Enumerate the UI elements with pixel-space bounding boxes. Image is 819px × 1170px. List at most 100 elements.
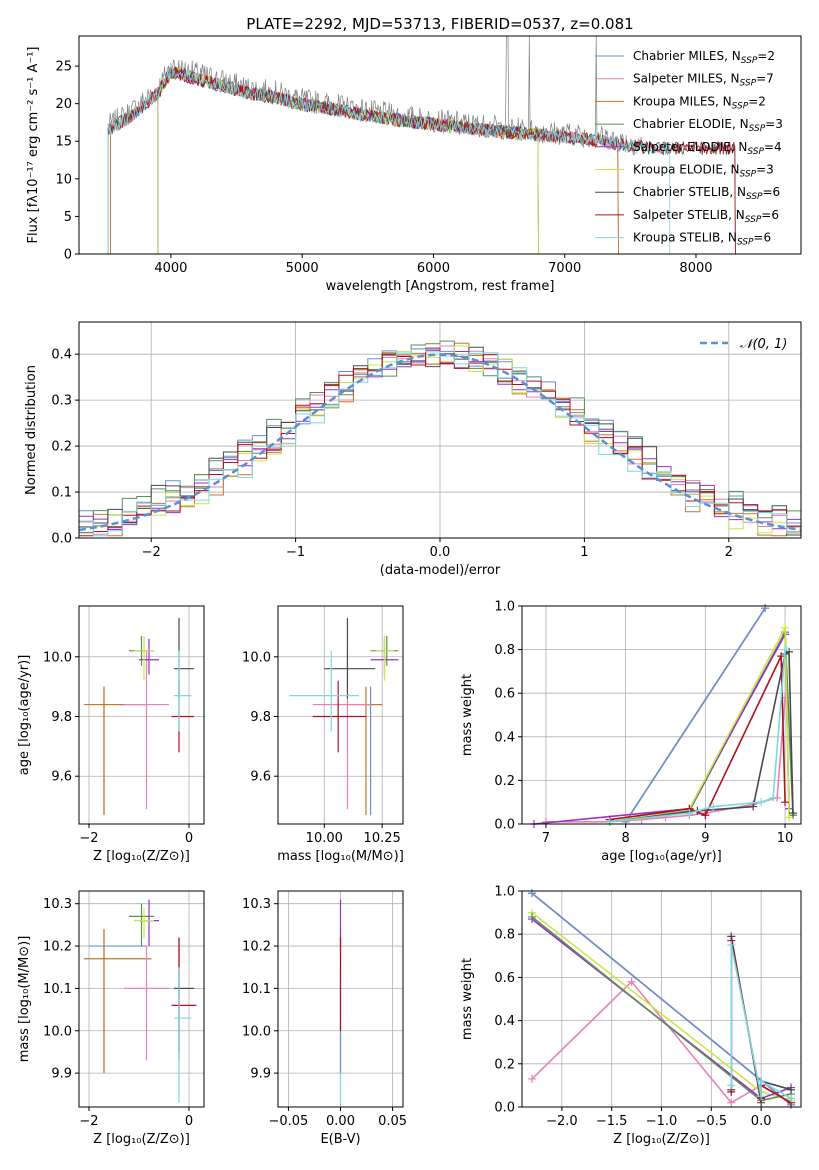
series-marker-kroupa_stelib: [757, 1092, 766, 1101]
y-tick-label: 0.3: [51, 394, 72, 409]
panel-mass_vs_EBV: −0.05 0.00 0.05 9.9 10.0 10.1 10.2 10.3 E(B-V): [242, 890, 407, 1147]
series-marker-chabrier_elodie: [527, 912, 536, 921]
panel-age_vs_mass: 10.00 10.25 9.6 9.8 10.0 mass [log₁₀(M/M⊙)]: [242, 605, 404, 864]
x-tick-label: −1.5: [596, 1114, 628, 1129]
y-tick-label: 10.0: [242, 1024, 271, 1039]
y-tick-label: 9.9: [51, 1067, 72, 1082]
model-spectrum-kroupa_elodie: [157, 65, 539, 254]
y-tick-label: 9.6: [250, 770, 271, 785]
x-tick-label: −0.05: [268, 1114, 308, 1129]
y-tick-label: 0: [64, 248, 72, 263]
y-tick-label: 5: [64, 210, 72, 225]
y-tick-label: 0.4: [494, 1014, 515, 1029]
y-tick-label: 10.0: [242, 650, 271, 665]
legend-label: Chabrier STELIB, NSSP=6: [633, 185, 780, 202]
y-tick-label: 0.1: [51, 486, 72, 501]
y-tick-label: 10.3: [242, 897, 271, 912]
series-marker-kroupa_stelib: [787, 1094, 796, 1103]
series-line-chabrier_elodie: [609, 629, 794, 823]
y-tick-label: 10.1: [242, 982, 271, 997]
x-tick-label: 8: [621, 831, 629, 846]
x-tick-label: 9: [701, 831, 709, 846]
x-tick-label: 10.25: [364, 831, 401, 846]
series-line-chabrier_stelib: [609, 650, 794, 823]
axes-frame: [78, 890, 205, 1108]
y-tick-label: 25: [55, 60, 72, 75]
y-tick-label: 0.4: [494, 730, 515, 745]
series-marker-kroupa_stelib: [769, 793, 778, 802]
y-tick-label: 9.8: [250, 710, 271, 725]
x-tick-label: 6000: [417, 261, 450, 276]
axes-frame: [78, 605, 205, 825]
x-axis-label: (data-model)/error: [380, 563, 501, 578]
y-tick-label: 0.6: [494, 687, 515, 702]
x-tick-label: 0.0: [430, 545, 451, 560]
legend-label: Salpeter STELIB, NSSP=6: [633, 208, 779, 225]
y-tick-label: 0.2: [494, 774, 515, 789]
x-axis-label: Z [log₁₀(Z/Z⊙)]: [93, 1132, 190, 1147]
x-tick-label: −1: [286, 545, 305, 560]
x-tick-label: 10: [777, 831, 794, 846]
y-tick-label: 0.6: [494, 971, 515, 986]
x-tick-label: −2: [79, 831, 98, 846]
legend-label: Chabrier ELODIE, NSSP=3: [633, 117, 783, 134]
x-tick-label: 7: [542, 831, 550, 846]
y-tick-label: 20: [55, 97, 72, 112]
axes-frame: [521, 605, 802, 825]
x-tick-label: 8000: [679, 261, 712, 276]
x-tick-label: 5000: [286, 261, 319, 276]
x-tick-label: 4000: [154, 261, 187, 276]
y-tick-label: 0.0: [51, 532, 72, 547]
model-spectrum-chabrier_elodie: [157, 65, 539, 254]
axes-frame: [78, 35, 802, 255]
normal-curve: [78, 353, 802, 532]
panel-mass_weight_vs_Z: −2.0 −1.5 −1.0 −0.5 0.0 0.0 0.2 0.4 0.6 0.8 1.0 Z […: [460, 885, 802, 1147]
series-marker-kroupa_stelib: [757, 798, 766, 807]
model-spectrum-kroupa_stelib: [107, 64, 671, 254]
model-spectrum-salpeter_miles: [110, 67, 619, 254]
y-tick-label: 0.4: [51, 348, 72, 363]
x-tick-label: 1: [580, 545, 588, 560]
spectrum-lines: [107, 36, 736, 254]
series-marker-salpeter_stelib: [781, 798, 790, 807]
y-tick-label: 0.0: [494, 818, 515, 833]
legend-label: Kroupa ELODIE, NSSP=3: [633, 163, 774, 180]
y-tick-label: 0.2: [494, 1057, 515, 1072]
y-tick-label: 1.0: [494, 885, 515, 900]
x-tick-label: 0.05: [378, 1114, 407, 1129]
series-marker-kroupa_stelib: [781, 645, 790, 654]
series-marker-kroupa_elodie: [785, 813, 794, 822]
legend-label: Kroupa MILES, NSSP=2: [633, 94, 766, 111]
series-marker-salpeter_miles: [527, 1074, 536, 1083]
observed-spectrum: [107, 36, 644, 156]
model-spectrum-salpeter_stelib: [107, 66, 736, 254]
y-axis-label: mass weight: [460, 958, 475, 1040]
y-axis-label: mass weight: [460, 674, 475, 756]
legend-label: Salpeter ELODIE, NSSP=4: [633, 140, 782, 157]
x-axis-label: Z [log₁₀(Z/Z⊙)]: [613, 1132, 710, 1147]
series-marker-salpeter_miles: [627, 977, 636, 986]
x-axis-label: E(B-V): [320, 1132, 360, 1147]
series-marker-kroupa_stelib: [727, 1081, 736, 1090]
x-tick-label: 0: [185, 1114, 193, 1129]
series-marker-kroupa_stelib: [757, 1077, 766, 1086]
y-tick-label: 10.3: [43, 897, 72, 912]
x-axis-label: age [log₁₀(age/yr)]: [601, 849, 722, 864]
y-axis-label: Normed distribution: [24, 365, 39, 495]
series-marker-chabrier_miles: [527, 889, 536, 898]
y-tick-label: 10.1: [43, 982, 72, 997]
x-tick-label: 10.00: [306, 831, 343, 846]
model-spectrum-kroupa_miles: [110, 67, 619, 254]
series-marker-kroupa_stelib: [685, 809, 694, 818]
series-line-chabrier_miles: [624, 607, 766, 823]
x-axis-label: Z [log₁₀(Z/Z⊙)]: [93, 849, 190, 864]
series-marker-chabrier_stelib: [789, 809, 798, 818]
model-spectrum-chabrier_miles: [110, 66, 619, 254]
x-tick-label: −2.0: [546, 1114, 578, 1129]
y-tick-label: 10: [55, 172, 72, 187]
x-axis-label: mass [log₁₀(M/M⊙)]: [277, 849, 404, 864]
y-tick-label: 0.2: [51, 440, 72, 455]
y-tick-label: 0.0: [494, 1101, 515, 1116]
x-tick-label: 0.00: [326, 1114, 355, 1129]
